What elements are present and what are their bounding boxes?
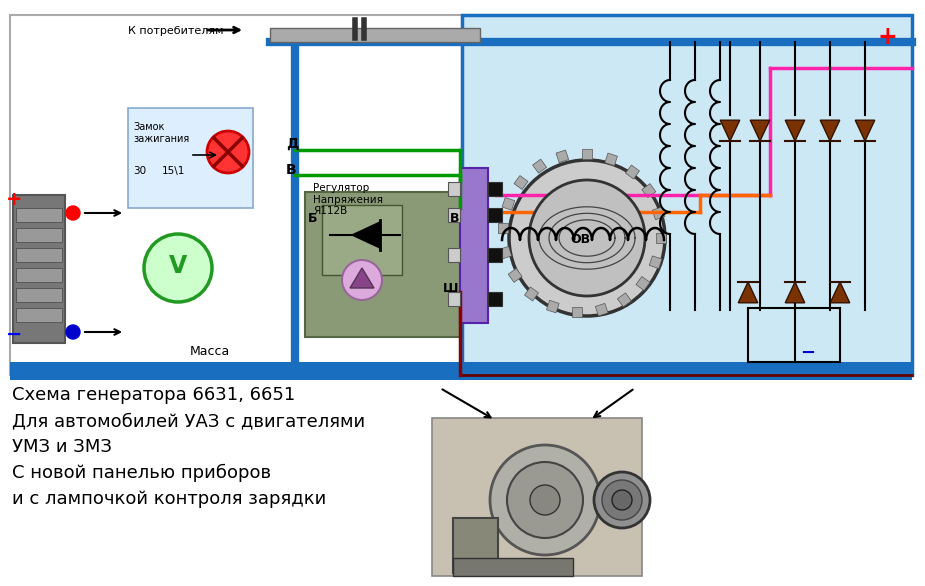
Circle shape (507, 462, 583, 538)
Bar (322, 205, 402, 275)
Bar (462, 15, 912, 375)
Bar (16, 288, 62, 302)
Polygon shape (738, 282, 758, 303)
Circle shape (602, 480, 642, 520)
Bar (636, 277, 650, 291)
Bar (305, 192, 460, 337)
Text: +: + (6, 190, 22, 209)
Text: Б: Б (308, 212, 317, 225)
Bar (16, 228, 62, 242)
Bar (460, 168, 488, 323)
Text: V: V (169, 254, 187, 278)
Text: В: В (450, 212, 460, 225)
Polygon shape (831, 282, 850, 303)
Text: К потребителям: К потребителям (128, 26, 224, 36)
Text: ОВ: ОВ (570, 233, 590, 246)
Bar (10, 15, 462, 375)
Text: 30: 30 (133, 166, 146, 176)
Bar (649, 256, 662, 268)
Bar (16, 268, 62, 282)
Polygon shape (856, 120, 875, 141)
Bar (498, 223, 508, 233)
Bar (13, 195, 65, 343)
Circle shape (490, 445, 600, 555)
Circle shape (530, 485, 560, 515)
Text: Д: Д (286, 137, 299, 151)
Bar (642, 183, 656, 197)
Text: −: − (6, 325, 22, 344)
Polygon shape (820, 120, 840, 141)
Bar (488, 248, 502, 262)
Circle shape (529, 180, 645, 296)
Bar (605, 153, 618, 166)
Circle shape (594, 472, 650, 528)
Bar (10, 362, 912, 380)
Bar (432, 418, 642, 576)
Bar (16, 308, 62, 322)
Polygon shape (785, 120, 805, 141)
Polygon shape (785, 282, 805, 303)
Circle shape (144, 234, 212, 302)
Bar (128, 108, 253, 208)
Circle shape (342, 260, 382, 300)
Circle shape (66, 206, 80, 220)
Polygon shape (721, 120, 740, 141)
Bar (625, 165, 639, 179)
Circle shape (612, 490, 632, 510)
Bar (514, 176, 528, 189)
Text: УМЗ и ЗМЗ: УМЗ и ЗМЗ (12, 438, 112, 456)
Bar (453, 558, 573, 576)
Bar (524, 287, 538, 301)
Bar (16, 248, 62, 262)
Bar (502, 197, 514, 210)
Bar (547, 300, 559, 313)
Bar (572, 307, 582, 317)
Bar (508, 268, 522, 282)
Bar (556, 150, 569, 163)
Text: −: − (800, 344, 815, 362)
Bar (656, 233, 666, 243)
Text: Замок
зажигания: Замок зажигания (133, 122, 190, 144)
Circle shape (207, 131, 249, 173)
Bar (488, 182, 502, 196)
Bar (448, 248, 460, 262)
Text: Регулятор
Напряжения
Я112В: Регулятор Напряжения Я112В (313, 183, 383, 216)
Text: +: + (878, 25, 898, 49)
Bar (448, 208, 460, 222)
Bar (499, 246, 512, 259)
Bar (448, 182, 460, 196)
Text: В: В (286, 163, 297, 177)
Circle shape (66, 325, 80, 339)
Bar (533, 159, 547, 173)
Bar (448, 292, 460, 306)
Bar (488, 292, 502, 306)
Text: и с лампочкой контроля зарядки: и с лампочкой контроля зарядки (12, 490, 327, 508)
Bar (16, 208, 62, 222)
Bar (453, 518, 498, 573)
Bar (488, 208, 502, 222)
Bar (270, 28, 480, 42)
Text: Для автомобилей УАЗ с двигателями: Для автомобилей УАЗ с двигателями (12, 412, 365, 430)
Text: Ш: Ш (443, 282, 459, 295)
Bar (652, 207, 665, 220)
Text: Масса: Масса (190, 345, 230, 358)
Text: 15\1: 15\1 (162, 166, 185, 176)
Bar (617, 293, 632, 307)
Bar (582, 149, 592, 159)
Polygon shape (352, 222, 380, 248)
Circle shape (509, 160, 665, 316)
Polygon shape (350, 268, 374, 288)
Text: Схема генератора 6631, 6651: Схема генератора 6631, 6651 (12, 386, 295, 404)
Text: С новой панелью приборов: С новой панелью приборов (12, 464, 271, 482)
Bar (596, 304, 608, 316)
Polygon shape (750, 120, 770, 141)
